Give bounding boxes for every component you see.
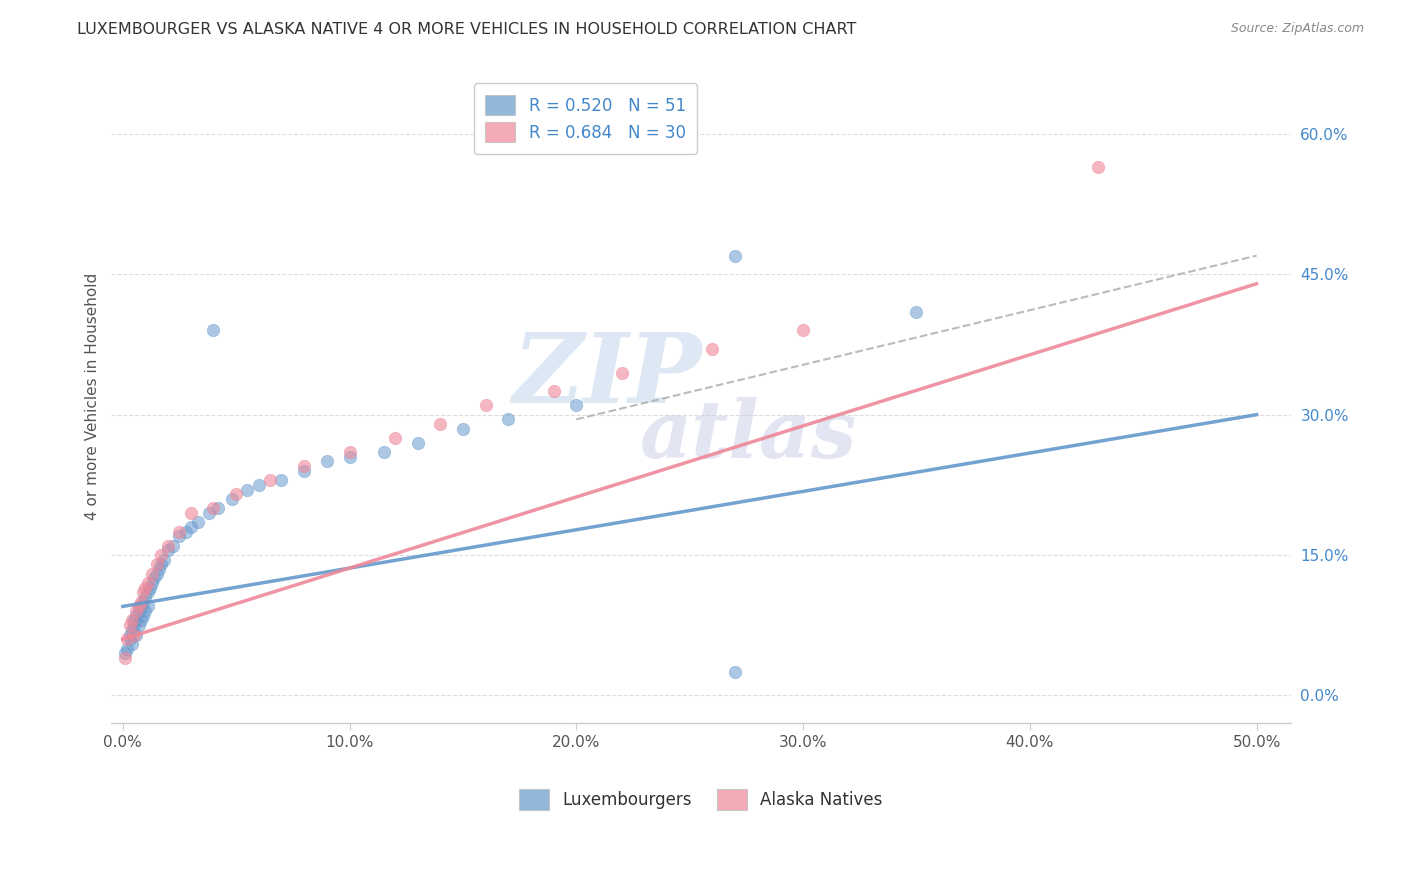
Point — [128, 604, 150, 618]
Point — [114, 646, 136, 660]
Point — [125, 608, 148, 623]
Point — [128, 599, 150, 614]
Point — [141, 576, 163, 591]
Point — [157, 539, 180, 553]
Point — [134, 581, 156, 595]
Point — [315, 454, 337, 468]
Point — [125, 627, 148, 641]
Point — [128, 618, 150, 632]
Point — [132, 595, 155, 609]
Point — [180, 506, 202, 520]
Point — [143, 571, 166, 585]
Point — [198, 506, 221, 520]
Point — [121, 614, 143, 628]
Point — [259, 473, 281, 487]
Point — [187, 515, 209, 529]
Point — [136, 576, 159, 591]
Point — [145, 566, 167, 581]
Point — [247, 478, 270, 492]
Point — [122, 627, 145, 641]
Point — [129, 614, 152, 628]
Point — [225, 487, 247, 501]
Point — [202, 323, 225, 337]
Point — [496, 412, 519, 426]
Point — [1087, 160, 1109, 174]
Point — [565, 398, 588, 412]
Point — [180, 520, 202, 534]
Point — [162, 539, 184, 553]
Point — [702, 342, 724, 356]
Point — [114, 651, 136, 665]
Point — [236, 483, 259, 497]
Point — [339, 445, 361, 459]
Point — [207, 501, 229, 516]
Point — [221, 491, 243, 506]
Point — [121, 623, 143, 637]
Point — [152, 552, 174, 566]
Point — [134, 590, 156, 604]
Text: LUXEMBOURGER VS ALASKA NATIVE 4 OR MORE VEHICLES IN HOUSEHOLD CORRELATION CHART: LUXEMBOURGER VS ALASKA NATIVE 4 OR MORE … — [77, 22, 856, 37]
Point — [122, 614, 145, 628]
Point — [157, 543, 180, 558]
Point — [724, 249, 747, 263]
Point — [125, 604, 148, 618]
Text: ZIP: ZIP — [512, 329, 702, 424]
Point — [117, 641, 139, 656]
Point — [117, 632, 139, 647]
Point — [174, 524, 197, 539]
Point — [150, 558, 173, 572]
Text: Source: ZipAtlas.com: Source: ZipAtlas.com — [1230, 22, 1364, 36]
Point — [169, 529, 191, 543]
Point — [292, 459, 315, 474]
Point — [129, 599, 152, 614]
Point — [129, 595, 152, 609]
Point — [270, 473, 292, 487]
Point — [134, 604, 156, 618]
Point — [373, 445, 395, 459]
Point — [202, 501, 225, 516]
Point — [429, 417, 451, 431]
Point — [118, 627, 141, 641]
Point — [724, 665, 747, 679]
Point — [148, 562, 170, 576]
Point — [406, 435, 429, 450]
Point — [136, 585, 159, 599]
Point — [384, 431, 406, 445]
Point — [543, 384, 565, 399]
Point — [339, 450, 361, 464]
Point — [118, 632, 141, 647]
Y-axis label: 4 or more Vehicles in Household: 4 or more Vehicles in Household — [86, 272, 100, 519]
Point — [905, 305, 928, 319]
Point — [132, 585, 155, 599]
Point — [292, 464, 315, 478]
Point — [169, 524, 191, 539]
Point — [451, 422, 474, 436]
Text: atlas: atlas — [640, 397, 856, 474]
Point — [610, 366, 633, 380]
Point — [118, 618, 141, 632]
Point — [792, 323, 814, 337]
Point — [139, 581, 162, 595]
Point — [121, 637, 143, 651]
Legend: Luxembourgers, Alaska Natives: Luxembourgers, Alaska Natives — [508, 778, 894, 822]
Point — [132, 608, 155, 623]
Point — [145, 558, 167, 572]
Point — [136, 599, 159, 614]
Point — [122, 618, 145, 632]
Point — [474, 398, 496, 412]
Point — [150, 548, 173, 562]
Point — [141, 566, 163, 581]
